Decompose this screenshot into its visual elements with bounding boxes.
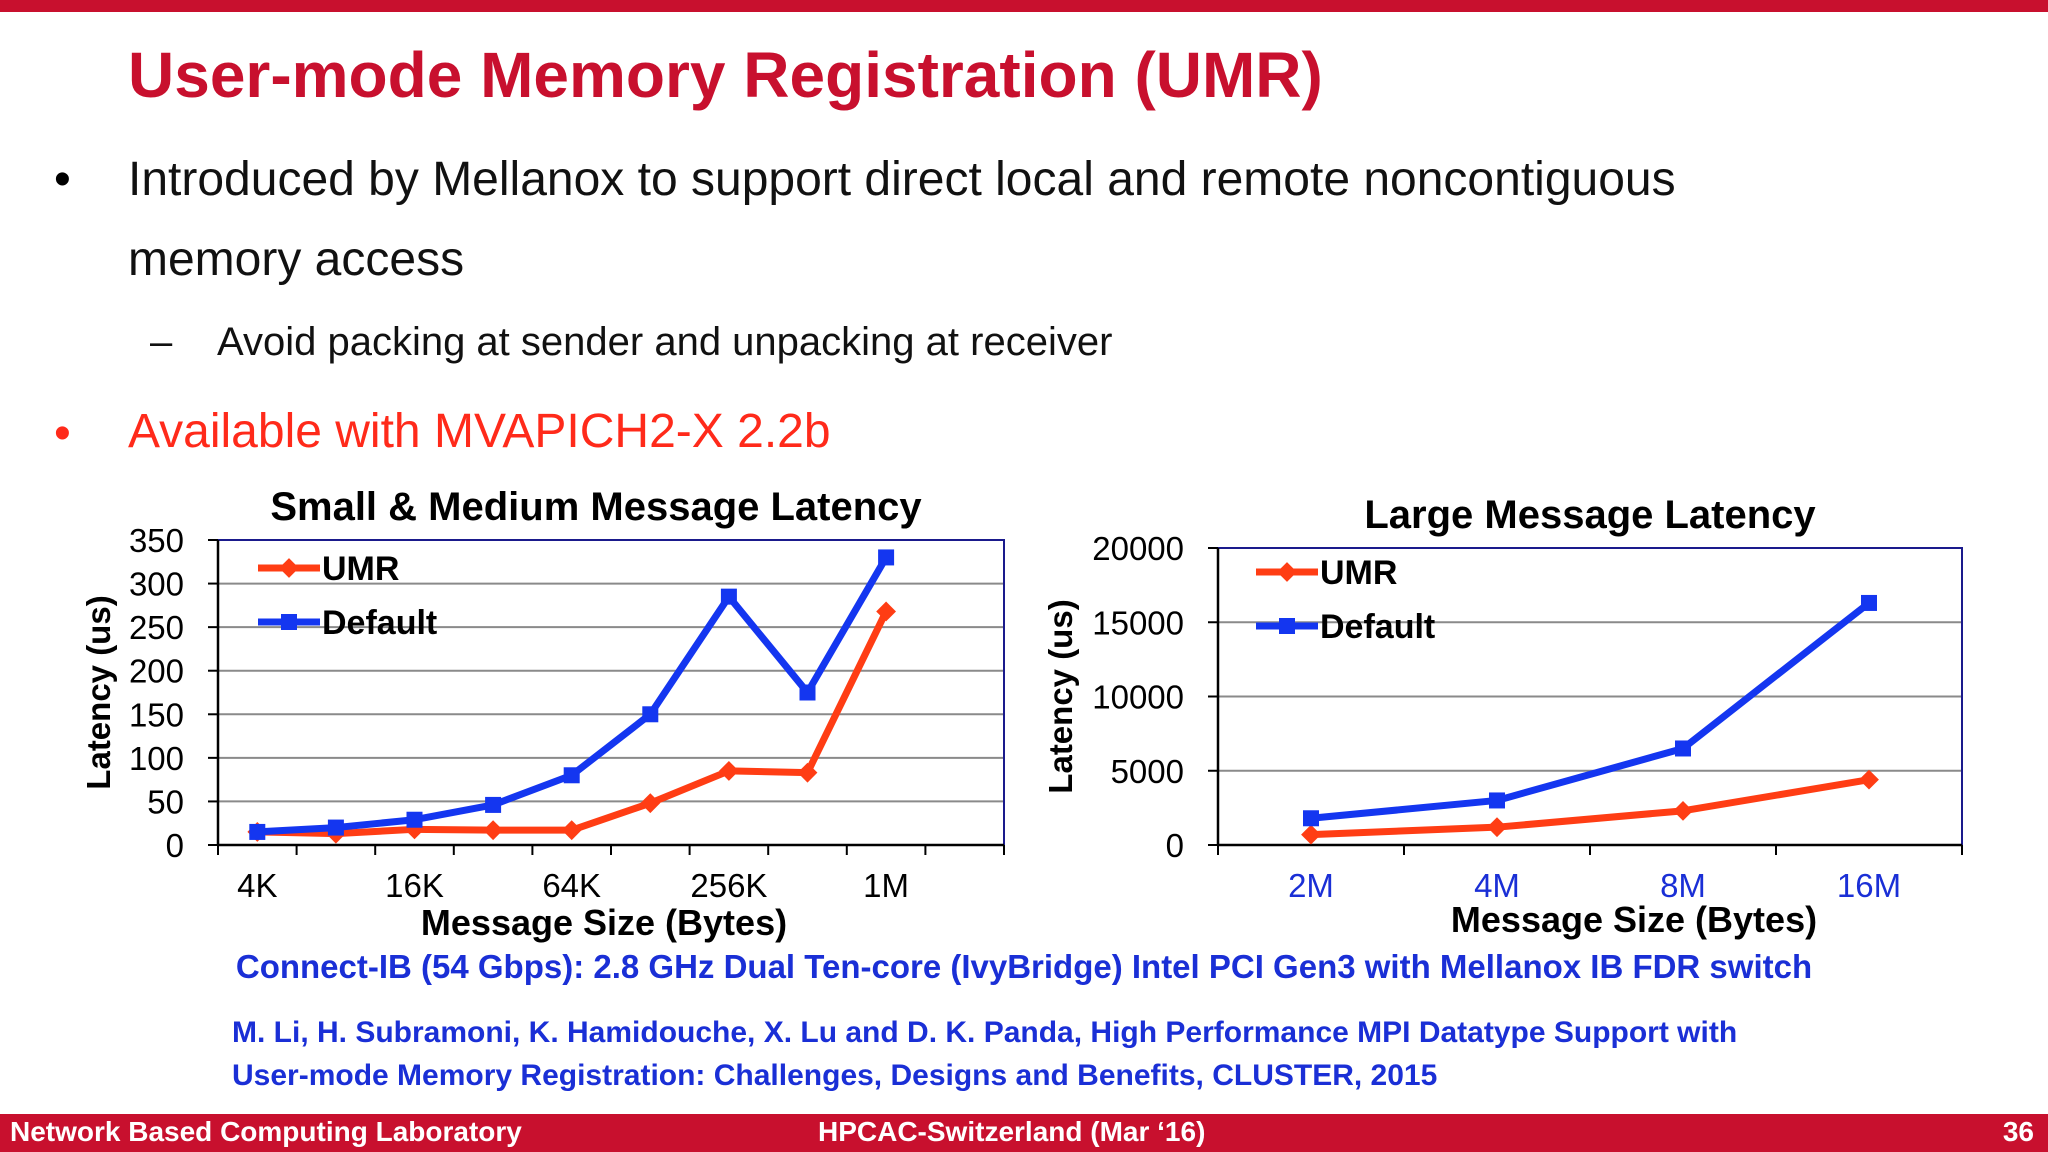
- series-line-umr: [1310, 776, 1870, 839]
- footer-lab-name: Network Based Computing Laboratory: [10, 1116, 522, 1147]
- x-tick-label: 16M: [1837, 867, 1901, 904]
- bullet-marker: •: [54, 153, 71, 206]
- data-point-default: [878, 549, 895, 566]
- chart-title: Small & Medium Message Latency: [270, 485, 922, 529]
- bullet-1-line-1: Introduced by Mellanox to support direct…: [128, 153, 1676, 206]
- data-point-umr: [1487, 817, 1507, 838]
- chart-title: Large Message Latency: [1364, 493, 1816, 537]
- data-point-default: [249, 823, 266, 840]
- data-point-default: [1675, 740, 1691, 757]
- sub-bullet-marker: –: [150, 320, 173, 364]
- legend-label: UMR: [1320, 554, 1397, 592]
- data-point-default: [563, 767, 580, 784]
- series-line-umr: [257, 609, 890, 838]
- data-point-umr: [561, 820, 582, 841]
- chart-large-latency: 0 5000 10000 15000 20000 2M 4M 8M 16M Large Messa…: [1042, 493, 1963, 940]
- series-line-default: [257, 555, 890, 836]
- y-axis-label: Latency (us): [80, 595, 117, 789]
- data-point-default: [720, 588, 737, 605]
- footer-bar: Network Based Computing Laboratory HPCAC…: [0, 1114, 2048, 1152]
- y-tick-label: 0: [1166, 827, 1184, 864]
- data-point-default: [485, 796, 502, 813]
- legend-marker: [281, 614, 297, 630]
- legend-label: Default: [1320, 608, 1435, 646]
- data-point-default: [1861, 594, 1877, 611]
- x-tick-label: 64K: [542, 867, 601, 904]
- y-tick-label: 150: [129, 696, 184, 733]
- legend-label: Default: [322, 604, 437, 642]
- data-point-default: [327, 819, 344, 836]
- legend-marker: [279, 558, 299, 578]
- y-tick-label: 20000: [1092, 530, 1184, 567]
- x-tick-label: 2M: [1288, 867, 1334, 904]
- data-point-umr: [640, 793, 661, 814]
- data-point-default: [1489, 792, 1505, 809]
- series-line-default: [1310, 600, 1872, 822]
- legend-label: UMR: [322, 550, 399, 588]
- slide-title: User-mode Memory Registration (UMR): [128, 39, 1323, 111]
- y-tick-label: 5000: [1111, 753, 1184, 790]
- x-tick-label: 8M: [1660, 867, 1706, 904]
- y-axis-label: Latency (us): [1042, 599, 1079, 793]
- top-accent-bar: [0, 0, 2048, 12]
- data-point-umr: [483, 820, 503, 841]
- footer-event: HPCAC-Switzerland (Mar ‘16): [818, 1116, 1206, 1147]
- x-tick-label: 1M: [863, 867, 909, 904]
- y-tick-label: 0: [166, 827, 184, 864]
- data-point-umr: [1301, 824, 1321, 845]
- charts-area: 0 50 100 150 200 250 300 350 4K 16K 64K 256K 1M Small…: [80, 485, 1963, 943]
- legend-marker: [1277, 562, 1297, 582]
- y-tick-label: 15000: [1092, 604, 1184, 641]
- y-tick-label: 250: [129, 609, 184, 646]
- x-tick-label: 16K: [385, 867, 444, 904]
- chart-small-medium-latency: 0 50 100 150 200 250 300 350 4K 16K 64K 256K 1M Small…: [80, 485, 1005, 943]
- data-point-umr: [797, 762, 818, 783]
- data-point-default: [799, 684, 816, 701]
- data-point-default: [642, 706, 659, 723]
- data-point-umr: [876, 601, 896, 622]
- y-tick-label: 300: [129, 566, 184, 603]
- bullet-2-text: Available with MVAPICH2-X 2.2b: [128, 405, 831, 458]
- data-point-umr: [1673, 800, 1693, 821]
- y-tick-label: 50: [147, 783, 184, 820]
- x-tick-label: 256K: [690, 867, 767, 904]
- x-tick-label: 4M: [1474, 867, 1520, 904]
- legend-marker: [1279, 618, 1295, 634]
- x-axis-label: Message Size (Bytes): [421, 902, 787, 943]
- reference-line-1: M. Li, H. Subramoni, K. Hamidouche, X. L…: [232, 1016, 1738, 1049]
- footer-page-number: 36: [2002, 1116, 2034, 1147]
- sub-bullet-text: Avoid packing at sender and unpacking at…: [217, 320, 1113, 364]
- test-bed-caption: Connect-IB (54 Gbps): 2.8 GHz Dual Ten-c…: [235, 948, 1813, 985]
- bullet-marker: •: [54, 407, 71, 460]
- x-axis-label: Message Size (Bytes): [1451, 899, 1817, 940]
- reference-line-2: User-mode Memory Registration: Challenge…: [232, 1059, 1438, 1092]
- bullet-1-line-2: memory access: [128, 233, 465, 286]
- data-point-umr: [719, 761, 739, 781]
- y-tick-label: 100: [129, 740, 184, 777]
- y-tick-label: 10000: [1092, 679, 1184, 716]
- data-point-default: [406, 811, 423, 828]
- data-point-default: [1303, 810, 1319, 827]
- x-tick-label: 4K: [237, 867, 277, 904]
- y-tick-label: 200: [129, 653, 184, 690]
- y-tick-label: 350: [129, 522, 184, 559]
- data-point-umr: [1859, 769, 1879, 790]
